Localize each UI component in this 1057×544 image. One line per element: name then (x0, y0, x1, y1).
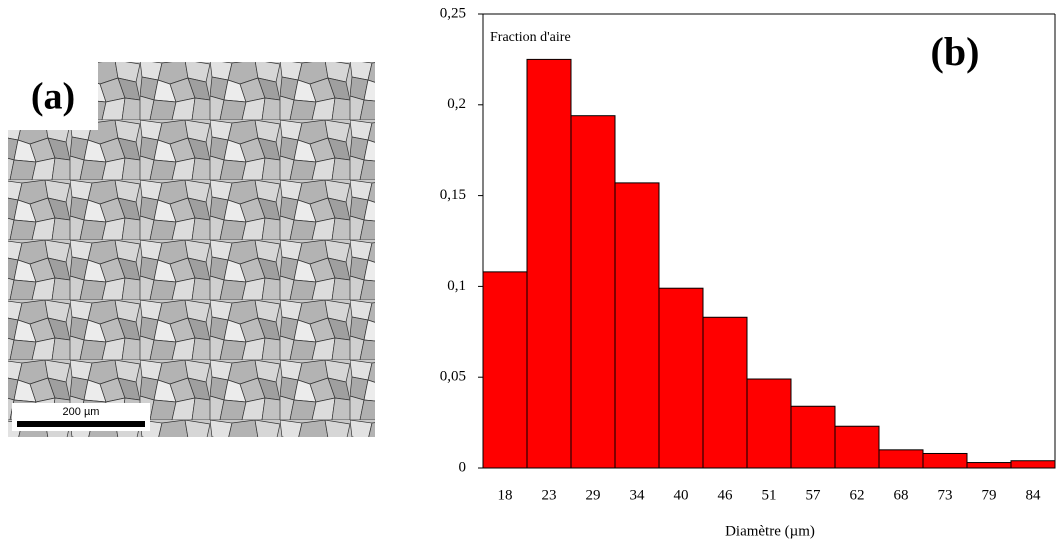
y-tick-label: 0,05 (440, 369, 466, 385)
x-tick-label: 79 (982, 487, 997, 503)
panel-label: (b) (931, 29, 980, 74)
bar (658, 287, 704, 469)
bar (746, 378, 792, 469)
x-tick-label: 62 (850, 487, 865, 503)
x-tick-label: 40 (674, 487, 689, 503)
bar (526, 58, 572, 469)
x-tick-label: 18 (498, 487, 513, 503)
x-axis-label: Diamètre (µm) (725, 523, 815, 539)
x-tick-label: 23 (542, 487, 557, 503)
bar (1010, 460, 1056, 469)
scale-label: 200 µm (63, 406, 100, 418)
panel-label: (a) (31, 76, 75, 118)
x-tick-label: 34 (630, 487, 646, 503)
x-tick-label: 57 (806, 487, 822, 503)
bar (878, 449, 924, 469)
bar (922, 452, 968, 469)
bar (482, 271, 528, 469)
scale-bar (17, 421, 145, 427)
y-tick-label: 0,1 (447, 278, 466, 294)
x-tick-label: 84 (1026, 487, 1042, 503)
bar (790, 405, 836, 469)
bar (702, 316, 748, 469)
bar (966, 462, 1012, 469)
x-tick-label: 73 (938, 487, 953, 503)
x-tick-label: 46 (718, 487, 734, 503)
bar (614, 182, 660, 469)
bar (570, 115, 616, 469)
y-tick-label: 0,2 (447, 96, 466, 112)
bar (834, 425, 880, 469)
x-tick-label: 51 (762, 487, 777, 503)
x-tick-label: 29 (586, 487, 601, 503)
y-tick-label: 0 (459, 459, 467, 475)
x-tick-label: 68 (894, 487, 909, 503)
y-tick-label: 0,15 (440, 187, 466, 203)
y-tick-label: 0,25 (440, 5, 466, 21)
y-axis-label: Fraction d'aire (490, 30, 571, 45)
label-box (8, 62, 98, 130)
